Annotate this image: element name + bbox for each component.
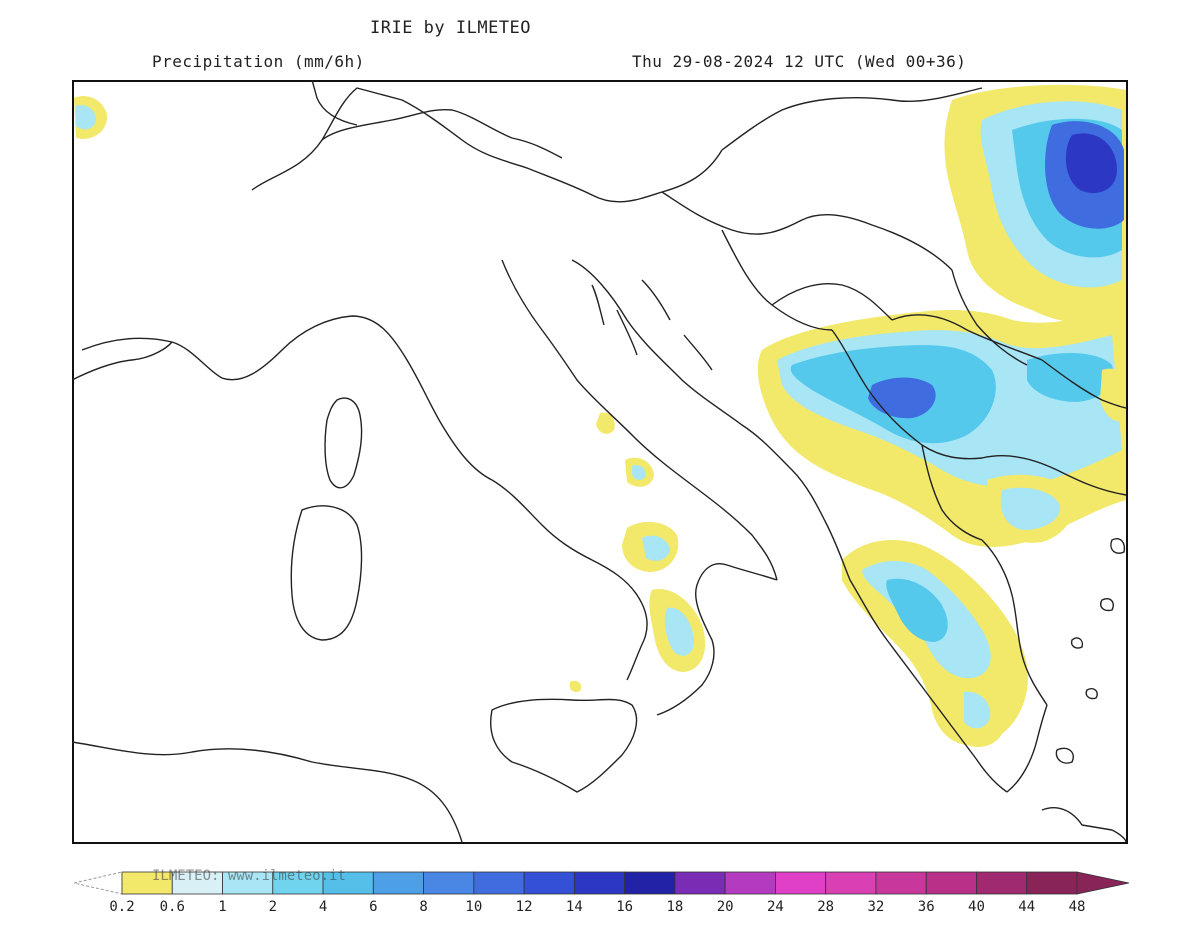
legend-tick-label: 44 <box>1018 899 1036 915</box>
precip-calabria-pale <box>664 607 694 656</box>
legend-tick-label: 0.6 <box>159 899 185 915</box>
legend-swatch <box>724 871 776 895</box>
legend-tick-label: 4 <box>318 899 328 915</box>
precip-east-edge-light <box>1100 368 1126 422</box>
legend-watermark: ILMETEO: www.ilmeteo.it <box>152 868 346 884</box>
legend-tick-label: 18 <box>666 899 684 915</box>
precip-nw-pale <box>76 104 96 130</box>
legend-swatch <box>423 871 475 895</box>
legend-tick-label: 32 <box>867 899 885 915</box>
legend-swatch <box>925 871 977 895</box>
legend-swatch <box>624 871 676 895</box>
legend-tick-label: 24 <box>766 899 784 915</box>
legend-tick-label: 14 <box>565 899 583 915</box>
precip-lazio-light <box>596 412 615 434</box>
legend-swatch <box>473 871 525 895</box>
legend-tick-label: 0.2 <box>109 899 135 915</box>
legend-swatches <box>73 871 1130 895</box>
legend-tick-label: 28 <box>817 899 835 915</box>
precipitation-map <box>72 80 1128 844</box>
legend-below-min <box>73 871 123 895</box>
precip-ne-deep <box>1065 133 1117 194</box>
legend-tick-label: 48 <box>1068 899 1086 915</box>
precip-molise-pale <box>632 465 646 480</box>
legend-tick-label: 20 <box>716 899 734 915</box>
legend-swatch <box>573 871 626 895</box>
legend-tick-label: 40 <box>968 899 985 915</box>
legend-tick-label: 10 <box>465 899 483 915</box>
legend-swatch <box>674 871 726 895</box>
map-title: IRIE by ILMETEO <box>370 18 532 38</box>
precip-balkan-blue <box>868 377 936 419</box>
precip-sicily-dot <box>569 680 582 692</box>
legend-above-max <box>1076 871 1130 895</box>
precip-greece-cyan <box>886 578 948 642</box>
legend-swatch <box>523 871 575 895</box>
legend-swatch <box>372 871 424 895</box>
legend-swatch <box>775 871 827 895</box>
precip-campania-pale <box>642 535 670 561</box>
legend-swatch <box>825 871 877 895</box>
legend-swatch <box>976 871 1028 895</box>
precip-pelop-pale <box>964 691 991 729</box>
precipitation-legend <box>73 871 1130 895</box>
precipitation-fields <box>74 84 1126 747</box>
legend-tick-label: 16 <box>616 899 634 915</box>
legend-tick-label: 8 <box>419 899 428 915</box>
coastlines-borders <box>72 80 1127 843</box>
legend-tick-label: 2 <box>268 899 277 915</box>
legend-tick-label: 1 <box>218 899 227 915</box>
legend-tick-label: 6 <box>369 899 378 915</box>
legend-swatch <box>875 871 927 895</box>
legend-tick-label: 36 <box>917 899 935 915</box>
map-subtitle: Precipitation (mm/6h) <box>152 52 365 71</box>
legend-swatch <box>1026 871 1078 895</box>
precip-north-greece-pale <box>1000 487 1061 530</box>
map-valid-time: Thu 29-08-2024 12 UTC (Wed 00+36) <box>632 52 967 71</box>
legend-tick-label: 12 <box>515 899 533 915</box>
